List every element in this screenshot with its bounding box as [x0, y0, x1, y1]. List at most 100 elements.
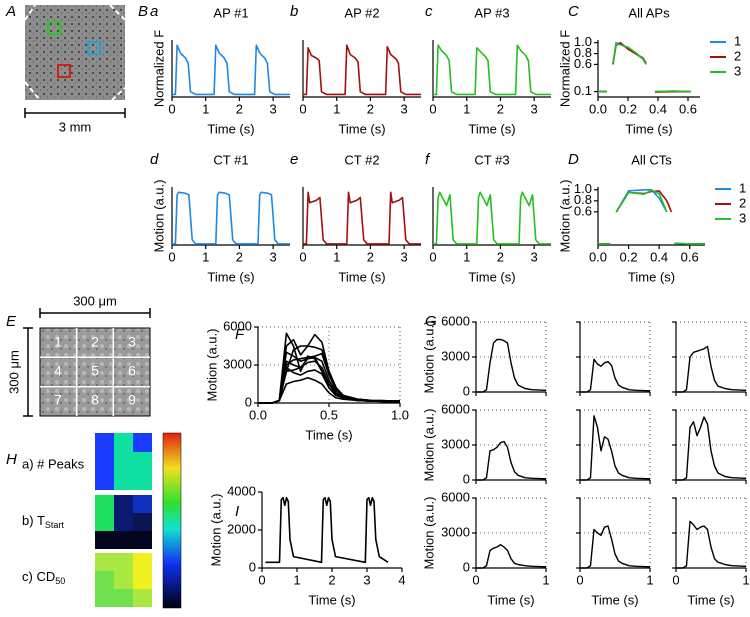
- y-tick-label: 1.0: [574, 181, 592, 196]
- tissue-image: [25, 5, 125, 100]
- y-axis-label: Motion (a.u.): [204, 329, 219, 402]
- cell-number: 4: [54, 363, 62, 379]
- trace: [676, 345, 747, 393]
- roi: [47, 21, 61, 35]
- y-tick-label: 6000: [441, 489, 470, 504]
- y-tick-label: 3000: [223, 356, 252, 371]
- y-tick-label: 0: [463, 559, 470, 574]
- legend-label: 3: [739, 210, 746, 225]
- y-tick-label: 0.6: [574, 203, 592, 218]
- trace: [476, 338, 547, 393]
- y-axis-label: Normalized F: [151, 30, 166, 107]
- trace: [433, 191, 551, 245]
- x-tick-label: 0: [429, 101, 436, 116]
- trace: [676, 416, 747, 481]
- x-tick-label: 3: [401, 249, 408, 264]
- y-tick-label: 0.8: [574, 45, 592, 60]
- scale-label: 300 μm: [73, 293, 117, 308]
- x-axis-label: Time (s): [487, 592, 534, 607]
- legend-label: 2: [734, 48, 741, 63]
- trace: [580, 525, 651, 569]
- panel-label: c: [425, 3, 433, 20]
- x-tick-label: 0.4: [650, 249, 668, 264]
- cell-number: 3: [128, 334, 136, 350]
- heat-cell: [95, 531, 114, 549]
- colorbar: [162, 432, 182, 609]
- y-tick-label: 2000: [227, 521, 256, 536]
- heat-cell: [114, 471, 133, 490]
- x-axis-label: Time (s): [468, 121, 515, 136]
- image-edge: [24, 4, 126, 101]
- y-axis-label: Motion (a.u.): [421, 409, 436, 482]
- heat-cell: [133, 513, 152, 531]
- x-axis-label: Time (s): [338, 269, 385, 284]
- x-tick-label: 0: [168, 101, 175, 116]
- x-tick-label: 1: [202, 101, 209, 116]
- x-tick-label: 1: [202, 249, 209, 264]
- y-tick-label: 0: [249, 559, 256, 574]
- trace: [598, 41, 691, 93]
- chart-title: AP #3: [474, 5, 509, 20]
- y-tick-label: 0.1: [574, 83, 592, 98]
- heat-cell: [95, 589, 114, 607]
- panel-label: e: [290, 151, 298, 168]
- y-axis-label: Motion (a.u.): [151, 180, 166, 253]
- heat-cell: [95, 513, 114, 531]
- cell-image: [39, 327, 151, 417]
- panel-label: B: [138, 3, 148, 20]
- heat-cell: [95, 495, 114, 513]
- heat-cell: [95, 553, 114, 571]
- chart-title: AP #1: [213, 5, 248, 20]
- x-axis-label: Time (s): [305, 427, 352, 442]
- chart-title: CT #1: [213, 152, 248, 167]
- x-tick-label: 0: [168, 249, 175, 264]
- trace: [258, 351, 401, 404]
- y-tick-label: 4000: [227, 483, 256, 498]
- legend-label: 3: [734, 63, 741, 78]
- scale-label: 3 mm: [59, 119, 92, 134]
- heatmap-label: a) # Peaks: [22, 456, 85, 471]
- chart-title: CT #3: [474, 152, 509, 167]
- x-axis-label: Time (s): [591, 592, 638, 607]
- trace: [598, 190, 705, 245]
- x-tick-label: 1.0: [391, 407, 409, 422]
- trace: [598, 189, 705, 245]
- x-tick-label: 0.2: [619, 101, 637, 116]
- label-prefix: c): [22, 569, 36, 584]
- scale-bar: [23, 308, 151, 417]
- y-axis-label: Motion (a.u.): [208, 494, 223, 567]
- heat-cell: [114, 433, 133, 452]
- y-tick-label: 6000: [441, 401, 470, 416]
- x-axis-label: Time (s): [207, 269, 254, 284]
- y-axis-label: Normalized F: [557, 30, 572, 107]
- panel-label: a: [150, 3, 158, 20]
- x-tick-label: 0: [576, 572, 583, 587]
- cell-number: 7: [54, 392, 62, 408]
- x-tick-label: 0: [299, 101, 306, 116]
- y-axis-label: Motion (a.u.): [421, 321, 436, 394]
- panel-label: d: [150, 151, 159, 168]
- panel-label: A: [5, 3, 16, 20]
- cell-number: 8: [91, 392, 99, 408]
- trace: [476, 440, 547, 481]
- heat-cell: [114, 495, 133, 513]
- chart-title: CT #2: [344, 152, 379, 167]
- label-sub: Start: [45, 520, 65, 530]
- x-axis-label: Time (s): [625, 121, 672, 136]
- x-tick-label: 0.4: [649, 101, 667, 116]
- heat-cell: [133, 553, 152, 571]
- trace: [676, 520, 747, 569]
- heat-cell: [95, 471, 114, 490]
- heat-cell: [133, 571, 152, 589]
- x-tick-label: 0: [672, 572, 679, 587]
- x-tick-label: 0.6: [681, 249, 699, 264]
- x-tick-label: 0.2: [620, 249, 638, 264]
- roi: [87, 41, 101, 55]
- y-axis-label: Motion (a.u.): [557, 180, 572, 253]
- heatmap-label: c) CD50: [22, 569, 65, 586]
- trace: [172, 191, 290, 245]
- trace: [476, 544, 547, 569]
- x-tick-label: 0: [472, 572, 479, 587]
- label-prefix: b): [22, 513, 37, 528]
